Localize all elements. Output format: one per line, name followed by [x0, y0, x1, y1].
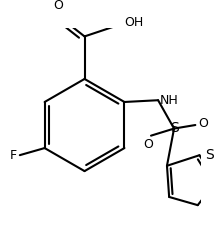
Text: OH: OH — [124, 16, 144, 29]
Text: O: O — [198, 117, 208, 130]
Text: O: O — [53, 0, 63, 12]
Text: F: F — [10, 149, 17, 162]
Text: S: S — [205, 148, 214, 162]
Text: O: O — [143, 138, 153, 151]
Text: NH: NH — [160, 94, 179, 107]
Text: S: S — [170, 121, 178, 135]
